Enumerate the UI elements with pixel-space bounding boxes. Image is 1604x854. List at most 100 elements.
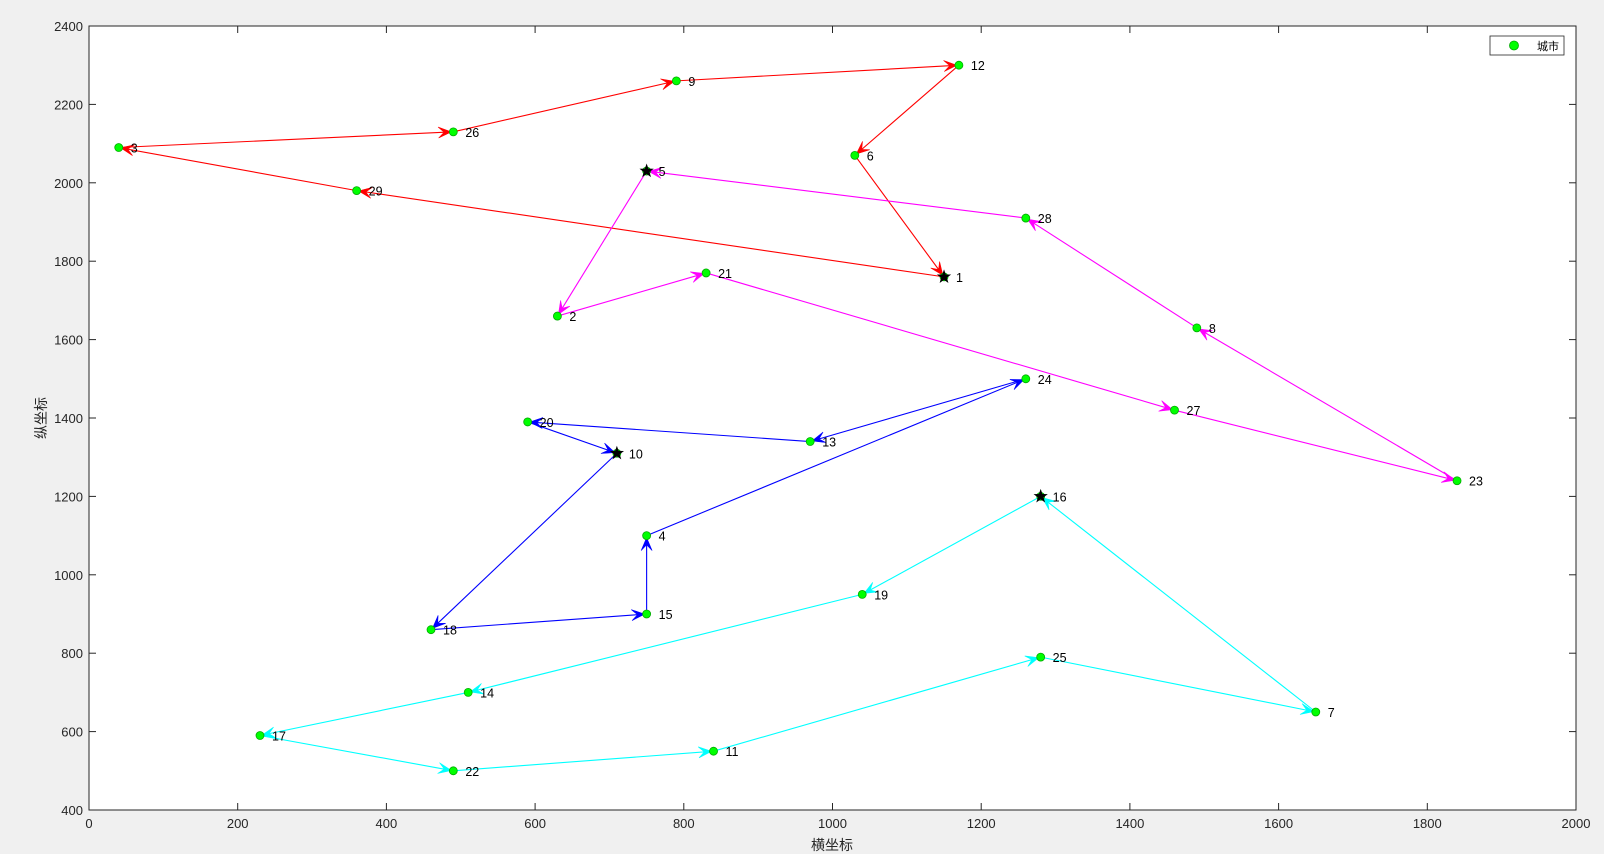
- city-label: 9: [688, 75, 695, 89]
- route-segment: [557, 272, 707, 317]
- route-arrowhead-icon: [600, 442, 616, 454]
- route-arrowhead-icon: [431, 615, 446, 629]
- city-label: 4: [659, 530, 666, 544]
- route-segment: [810, 378, 1026, 443]
- route-arrowhead-icon: [1024, 655, 1040, 667]
- route-segment: [646, 170, 1026, 219]
- route-arrowhead-icon: [647, 167, 663, 179]
- route-arrowhead-icon: [943, 60, 958, 72]
- route-arrowhead-icon: [811, 431, 827, 443]
- route-segment: [713, 656, 1041, 752]
- route-arrowhead-icon: [1041, 497, 1056, 511]
- route-segment: [676, 64, 959, 82]
- city-label: 22: [465, 765, 479, 779]
- city-point: [1311, 707, 1321, 717]
- route-arrowhead-icon: [1299, 703, 1315, 715]
- route-arrowhead-icon: [437, 126, 453, 139]
- x-tick-label: 1600: [1264, 816, 1293, 831]
- route-segment: [118, 131, 454, 149]
- y-tick-label: 600: [61, 725, 83, 740]
- legend-box: [1489, 35, 1565, 56]
- city-point: [448, 127, 458, 137]
- route-segment: [854, 155, 945, 278]
- depot-star-icon: [639, 163, 654, 178]
- x-axis-label: 横坐标: [811, 837, 853, 853]
- city-point: [954, 60, 964, 70]
- city-point: [805, 437, 815, 446]
- route-arrowhead-icon: [469, 683, 485, 695]
- city-label: 7: [1328, 706, 1335, 720]
- route-segment: [356, 190, 945, 278]
- routes-layer: [118, 60, 1458, 774]
- route-arrowhead-icon: [1158, 400, 1174, 412]
- y-tick-label: 400: [61, 803, 83, 818]
- city-label: 3: [131, 142, 138, 156]
- city-label: 17: [272, 730, 286, 744]
- depot-star-icon: [936, 269, 952, 283]
- route-arrowhead-icon: [863, 582, 879, 594]
- axes-frame: 0 200 400 600 800 1000 1200 1400 1600 1800 2000400…: [54, 19, 1590, 831]
- route-segment: [430, 613, 647, 631]
- city-point: [850, 150, 860, 160]
- route-segment: [527, 421, 811, 443]
- city-point: [857, 590, 867, 599]
- city-point: [1036, 652, 1046, 662]
- route-arrowhead-icon: [558, 300, 571, 316]
- depot-star-icon: [1033, 488, 1048, 503]
- axes-background: [89, 26, 1576, 810]
- city-label: 28: [1038, 212, 1052, 226]
- route-arrowhead-icon: [1441, 471, 1456, 483]
- legend-label: 城市: [1537, 39, 1559, 53]
- route-arrowhead-icon: [690, 271, 705, 283]
- y-tick-label: 800: [61, 646, 83, 661]
- city-label: 11: [726, 745, 739, 759]
- city-label: 26: [465, 126, 479, 140]
- route-segment: [705, 272, 1175, 411]
- route-arrowhead-icon: [640, 536, 653, 551]
- city-label: 18: [443, 624, 457, 638]
- city-label: 12: [971, 59, 985, 73]
- city-point: [426, 625, 436, 635]
- route-arrowhead-icon: [930, 261, 944, 276]
- city-point: [1170, 405, 1179, 415]
- route-segment: [854, 64, 960, 156]
- y-tick-label: 2200: [54, 97, 83, 112]
- city-label: 20: [540, 416, 554, 430]
- city-label: 5: [659, 165, 666, 179]
- city-points-layer: [114, 60, 1462, 776]
- y-tick-label: 1200: [54, 489, 83, 504]
- city-point: [553, 311, 562, 321]
- city-label: 16: [1053, 490, 1067, 504]
- route-arrowhead-icon: [1197, 328, 1213, 341]
- route-segment: [556, 170, 648, 317]
- route-segment: [1040, 656, 1316, 713]
- y-tick-label: 1800: [54, 254, 83, 269]
- city-label: 19: [874, 588, 888, 602]
- route-arrowhead-icon: [660, 78, 676, 90]
- route-arrowhead-icon: [697, 746, 713, 759]
- route-arrowhead-icon: [631, 609, 646, 621]
- city-label: 21: [718, 267, 732, 281]
- route-segment: [259, 734, 454, 772]
- y-tick-label: 1600: [54, 333, 83, 348]
- city-point: [709, 746, 718, 756]
- city-label: 2: [569, 310, 576, 324]
- route-arrowhead-icon: [437, 762, 453, 774]
- city-point: [642, 531, 652, 540]
- route-arrowhead-icon: [855, 141, 870, 155]
- route-segment: [430, 452, 618, 631]
- route-segment: [118, 146, 357, 192]
- route-segment: [1040, 495, 1317, 713]
- city-point: [701, 268, 711, 278]
- city-label: 27: [1187, 404, 1201, 418]
- city-label: 10: [629, 447, 643, 461]
- route-segment: [453, 750, 714, 772]
- x-tick-label: 1200: [967, 816, 996, 831]
- city-label: 8: [1209, 322, 1216, 336]
- city-label: 6: [867, 149, 874, 163]
- x-tick-label: 600: [524, 816, 546, 831]
- y-axis-label: 纵坐标: [33, 397, 49, 439]
- city-label: 24: [1038, 373, 1052, 387]
- y-tick-label: 2400: [54, 19, 83, 34]
